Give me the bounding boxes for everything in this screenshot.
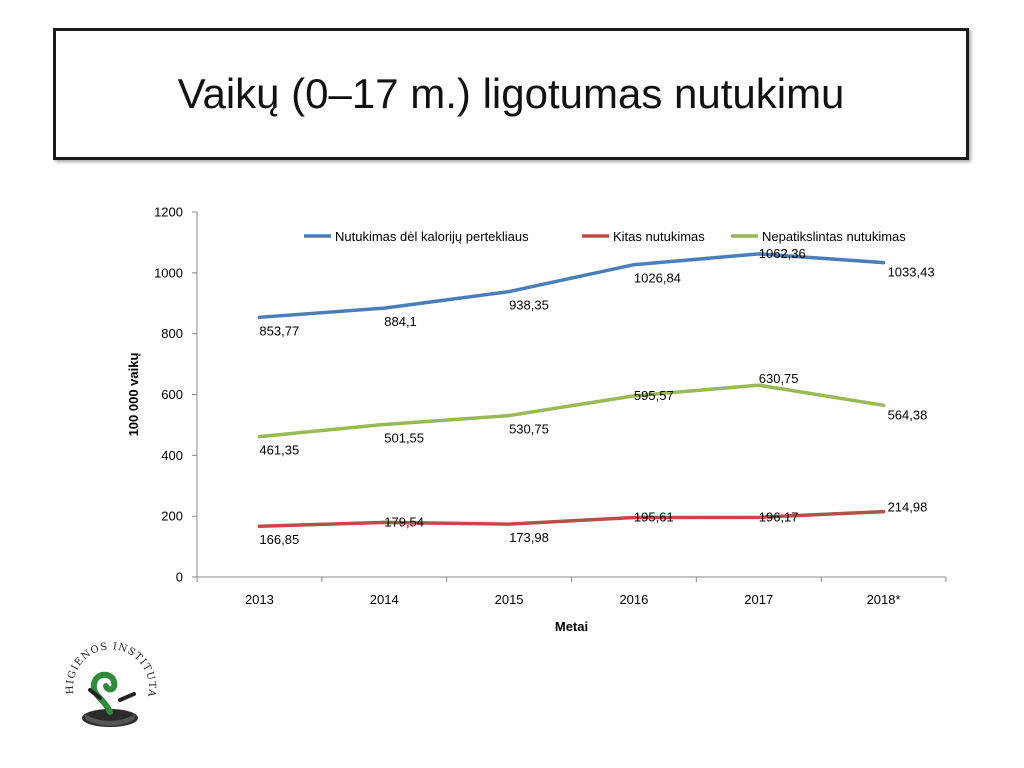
data-label: 173,98 bbox=[509, 530, 549, 545]
data-label: 214,98 bbox=[888, 500, 928, 515]
x-tick-label: 2017 bbox=[744, 592, 773, 607]
data-label: 630,75 bbox=[759, 371, 799, 386]
data-point bbox=[382, 422, 386, 426]
data-label: 884,1 bbox=[384, 314, 417, 329]
data-point bbox=[882, 261, 886, 265]
data-point bbox=[882, 510, 886, 514]
x-tick-label: 2014 bbox=[370, 592, 399, 607]
legend-label-3: Nepatikslintas nutukimas bbox=[762, 229, 906, 244]
slide-title-box: Vaikų (0–17 m.) ligotumas nutukimu bbox=[53, 28, 969, 160]
data-label: 938,35 bbox=[509, 298, 549, 313]
data-label: 1062,36 bbox=[759, 246, 806, 261]
y-tick-label: 1000 bbox=[154, 265, 183, 280]
data-label: 853,77 bbox=[259, 323, 299, 338]
data-point bbox=[632, 263, 636, 267]
x-axis-title: Metai bbox=[555, 619, 588, 634]
data-point bbox=[382, 520, 386, 524]
y-tick-label: 800 bbox=[161, 326, 183, 341]
data-point bbox=[757, 252, 761, 256]
data-label: 1026,84 bbox=[634, 271, 681, 286]
data-label: 166,85 bbox=[259, 532, 299, 547]
higienos-institutas-logo: HIGIENOS INSTITUTAS bbox=[60, 628, 156, 727]
slide-title: Vaikų (0–17 m.) ligotumas nutukimu bbox=[177, 70, 845, 117]
data-label: 1033,43 bbox=[888, 265, 935, 280]
y-tick-label: 600 bbox=[161, 387, 183, 402]
data-point bbox=[382, 306, 386, 310]
data-label: 530,75 bbox=[509, 422, 549, 437]
data-point bbox=[757, 515, 761, 519]
data-point bbox=[507, 414, 511, 418]
data-label: 501,55 bbox=[384, 430, 424, 445]
data-point bbox=[257, 524, 261, 528]
data-point bbox=[632, 516, 636, 520]
y-tick-label: 400 bbox=[161, 448, 183, 463]
y-tick-label: 1200 bbox=[154, 205, 183, 220]
x-tick-label: 2013 bbox=[245, 592, 274, 607]
y-tick-label: 0 bbox=[176, 570, 183, 585]
x-tick-label: 2018* bbox=[867, 592, 901, 607]
series-line-1 bbox=[257, 252, 886, 320]
data-point bbox=[257, 315, 261, 319]
legend-label-1: Nutukimas dėl kalorijų pertekliaus bbox=[335, 229, 529, 244]
data-label: 196,17 bbox=[759, 509, 799, 524]
data-label: 461,35 bbox=[259, 443, 299, 458]
data-point bbox=[757, 383, 761, 387]
data-label: 564,38 bbox=[888, 407, 928, 422]
data-point bbox=[632, 394, 636, 398]
x-tick-label: 2015 bbox=[495, 592, 524, 607]
legend-label-2: Kitas nutukimas bbox=[613, 229, 705, 244]
data-label: 179,54 bbox=[384, 514, 424, 529]
data-point bbox=[882, 403, 886, 407]
series-line-2 bbox=[257, 509, 886, 528]
data-label: 195,61 bbox=[634, 510, 674, 525]
y-tick-label: 200 bbox=[161, 509, 183, 524]
data-point bbox=[257, 435, 261, 439]
series-line-3 bbox=[257, 383, 886, 439]
data-point bbox=[507, 290, 511, 294]
x-tick-label: 2016 bbox=[619, 592, 648, 607]
data-point bbox=[507, 522, 511, 526]
y-axis-title: 100 000 vaikų bbox=[126, 353, 141, 437]
data-label: 595,57 bbox=[634, 388, 674, 403]
